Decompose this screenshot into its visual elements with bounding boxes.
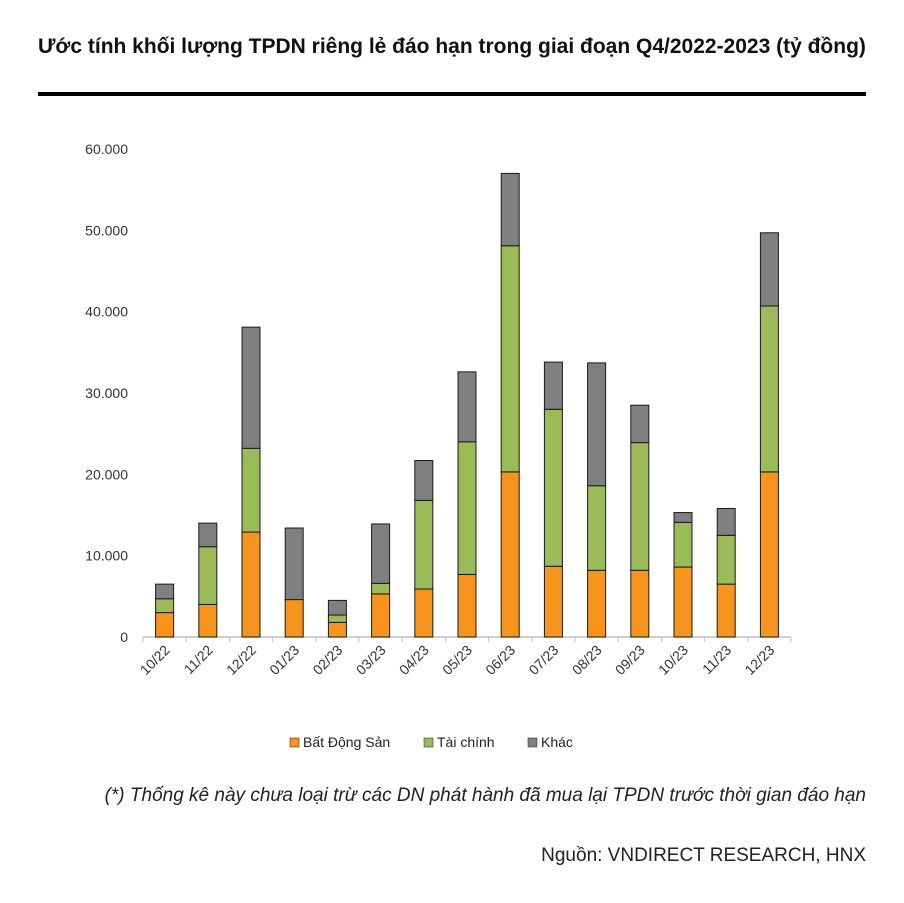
legend-swatch <box>423 737 434 748</box>
bar-segment-tai-chinh <box>371 582 391 595</box>
bar-segment-bat-dong-san <box>500 471 520 638</box>
bar-segment-khac <box>241 326 261 449</box>
x-tick-label: 06/23 <box>482 642 518 678</box>
bar-segment-bat-dong-san <box>241 531 261 638</box>
bar-segment-bat-dong-san <box>673 566 693 638</box>
bar-segment-bat-dong-san <box>716 583 736 638</box>
bar-segment-bat-dong-san <box>414 588 434 638</box>
bar-segment-tai-chinh <box>673 521 693 568</box>
x-tick-label: 07/23 <box>525 642 561 678</box>
bar-segment-bat-dong-san <box>155 612 175 638</box>
source-text: Nguồn: VNDIRECT RESEARCH, HNX <box>541 845 866 866</box>
bar-segment-khac <box>759 232 779 307</box>
bar-segment-khac <box>198 522 218 548</box>
x-tick-label: 05/23 <box>439 642 475 678</box>
bar-segment-khac <box>371 523 391 584</box>
bar-segment-tai-chinh <box>587 485 607 571</box>
x-tick-label: 02/23 <box>309 642 345 678</box>
bar-segment-khac <box>716 507 736 536</box>
bar-segment-khac <box>327 599 347 616</box>
legend-swatch <box>527 737 538 748</box>
y-tick-label: 30.000 <box>85 385 128 401</box>
bar-segment-tai-chinh <box>241 447 261 533</box>
x-tick-label: 12/22 <box>223 642 259 678</box>
bar-segment-bat-dong-san <box>457 573 477 638</box>
x-tick-label: 11/23 <box>699 642 735 678</box>
bar-segment-bat-dong-san <box>284 599 304 638</box>
x-tick-label: 01/23 <box>266 642 302 678</box>
bar-segment-khac <box>457 371 477 443</box>
bar-segment-tai-chinh <box>716 534 736 585</box>
x-tick-label: 12/23 <box>741 642 777 678</box>
legend-label: Khác <box>541 734 573 750</box>
y-tick-label: 20.000 <box>85 466 128 482</box>
stacked-bar-chart: 0 10.000 20.000 30.000 40.000 50.000 60.000 10/… <box>85 141 792 750</box>
y-tick-label: 0 <box>120 629 128 645</box>
bar-segment-tai-chinh <box>457 441 477 575</box>
legend-label: Tài chính <box>437 734 495 750</box>
bar-segment-tai-chinh <box>414 499 434 590</box>
bar-segment-tai-chinh <box>327 614 347 623</box>
bar-segment-khac <box>500 172 520 247</box>
bar-segment-tai-chinh <box>630 442 650 571</box>
bar-segment-tai-chinh <box>543 408 563 567</box>
x-tick-label: 11/22 <box>181 642 217 678</box>
legend-swatch <box>289 737 300 748</box>
x-tick-label: 08/23 <box>569 642 605 678</box>
bar-segment-bat-dong-san <box>630 569 650 638</box>
y-tick-label: 10.000 <box>85 548 128 564</box>
bar-segment-bat-dong-san <box>327 621 347 638</box>
title-divider <box>38 92 866 96</box>
y-tick-label: 60.000 <box>85 141 128 157</box>
legend-label: Bất Động Sản <box>303 734 390 750</box>
bar-segment-khac <box>414 460 434 501</box>
x-tick-label: 04/23 <box>396 642 432 678</box>
x-tick-label: 10/23 <box>655 642 691 678</box>
bar-segment-tai-chinh <box>759 305 779 473</box>
bar-segment-bat-dong-san <box>587 569 607 638</box>
bar-segment-bat-dong-san <box>198 603 218 638</box>
bar-segment-khac <box>155 583 175 600</box>
y-tick-label: 50.000 <box>85 222 128 238</box>
bar-segment-bat-dong-san <box>543 565 563 638</box>
bar-segment-khac <box>587 362 607 487</box>
bar-segment-bat-dong-san <box>759 471 779 638</box>
bar-segment-tai-chinh <box>500 245 520 473</box>
bar-segment-khac <box>543 361 563 410</box>
bar-segment-tai-chinh <box>155 598 175 614</box>
bar-segment-khac <box>673 512 693 523</box>
x-tick-label: 09/23 <box>612 642 648 678</box>
bar-segment-tai-chinh <box>198 546 218 605</box>
y-tick-label: 40.000 <box>85 304 128 320</box>
bar-segment-khac <box>630 404 650 444</box>
bar-segment-bat-dong-san <box>371 593 391 638</box>
x-tick-label: 10/22 <box>137 642 173 678</box>
footnote: (*) Thống kê này chưa loại trừ các DN ph… <box>104 785 866 806</box>
chart-title: Ước tính khối lượng TPDN riêng lẻ đáo hạ… <box>38 35 866 58</box>
x-tick-label: 03/23 <box>353 642 389 678</box>
bar-segment-khac <box>284 527 304 601</box>
